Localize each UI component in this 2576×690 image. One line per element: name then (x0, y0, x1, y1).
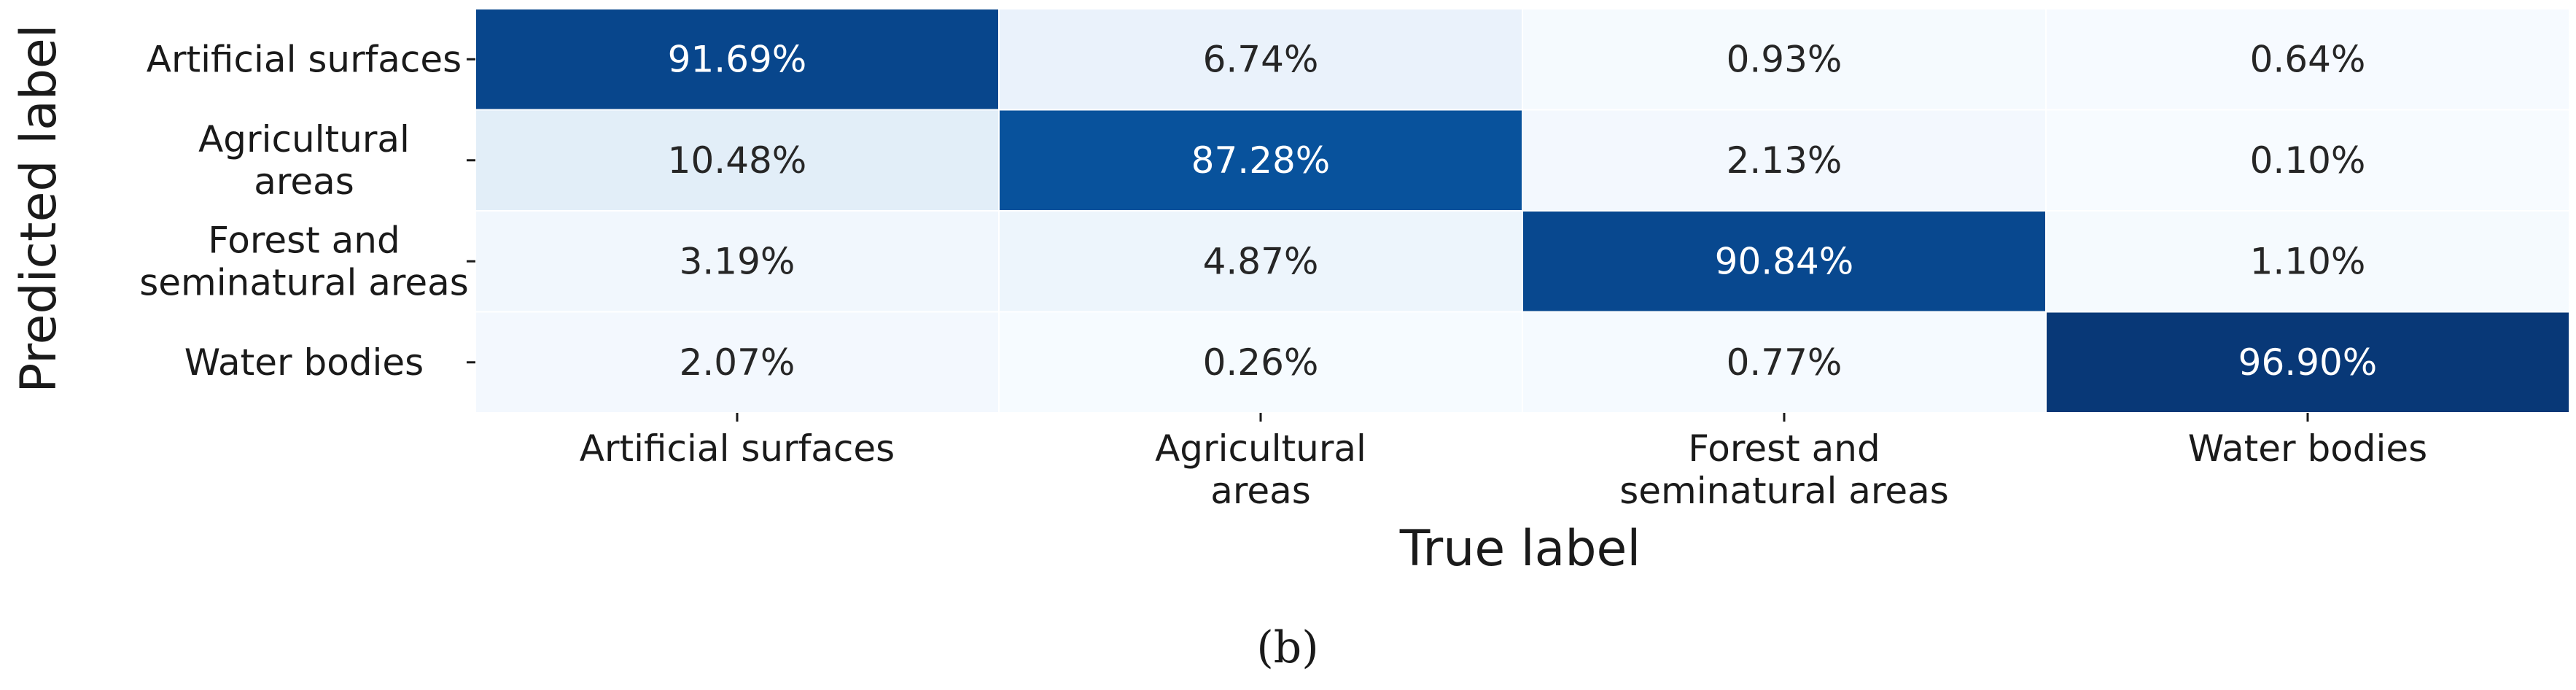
heatmap-cell-r2-c1 (998, 210, 1523, 313)
heatmap-cell-r0-c3 (2045, 8, 2570, 111)
heatmap-cell-r1-c3 (2045, 109, 2570, 212)
x-axis-title: True label (1399, 520, 1641, 578)
heatmap-cell-r0-c0 (475, 8, 1000, 111)
x-axis-ticks: Artificial surfaces Agricultural areas Fore… (580, 413, 2427, 512)
x-tick-label-2: Forest and seminatural areas (1619, 427, 1949, 512)
cell-value-label-r2-c1: 4.87% (1203, 240, 1319, 282)
y-axis-ticks: Artificial surfaces Agricultural areas Fore… (139, 38, 475, 384)
cell-value-label-r0-c3: 0.64% (2250, 38, 2366, 80)
panel-caption: (b) (1256, 622, 1318, 673)
heatmap-cell-r0-c1 (998, 8, 1523, 111)
heatmap-cell-r3-c3 (2045, 311, 2570, 414)
cell-value-label-r1-c0: 10.48% (668, 139, 807, 182)
cell-value-label-r1-c2: 2.13% (1727, 139, 1842, 182)
heatmap-cell-r1-c0 (475, 109, 1000, 212)
cell-value-labels: 91.69% 6.74% 0.93% 0.64% 10.48% 87.28% 2.13% 0.… (668, 38, 2378, 384)
y-tick-label-0: Artificial surfaces (147, 38, 462, 80)
heatmap-cell-r0-c2 (1522, 8, 2047, 111)
x-tick-label-1: Agricultural areas (1155, 427, 1366, 512)
y-tick-label-2: Forest and seminatural areas (139, 219, 469, 303)
heatmap-cell-r3-c2 (1522, 311, 2047, 414)
y-tick-label-1: Agricultural areas (198, 118, 410, 203)
cell-value-label-r2-c3: 1.10% (2250, 240, 2366, 282)
cell-value-label-r3-c1: 0.26% (1203, 341, 1319, 384)
y-tick-label-3: Water bodies (184, 341, 424, 384)
cell-value-label-r2-c2: 90.84% (1715, 240, 1854, 282)
cell-value-label-r0-c1: 6.74% (1203, 38, 1319, 80)
heatmap-cell-r3-c0 (475, 311, 1000, 414)
cell-value-label-r2-c0: 3.19% (680, 240, 795, 282)
cell-value-label-r3-c3: 96.90% (2238, 341, 2378, 384)
x-tick-label-3: Water bodies (2188, 427, 2427, 470)
cell-value-label-r3-c0: 2.07% (680, 341, 795, 384)
heatmap-cells (475, 8, 2570, 414)
cell-value-label-r1-c3: 0.10% (2250, 139, 2366, 182)
heatmap-cell-r2-c3 (2045, 210, 2570, 313)
x-tick-label-0: Artificial surfaces (580, 427, 895, 470)
heatmap-cell-r1-c1 (998, 109, 1523, 212)
cell-value-label-r0-c2: 0.93% (1727, 38, 1842, 80)
cell-value-label-r0-c0: 91.69% (668, 38, 807, 80)
y-axis-title: Predicted label (10, 24, 68, 392)
cell-value-label-r3-c2: 0.77% (1727, 341, 1842, 384)
heatmap-cell-r3-c1 (998, 311, 1523, 414)
cell-value-label-r1-c1: 87.28% (1191, 139, 1331, 182)
